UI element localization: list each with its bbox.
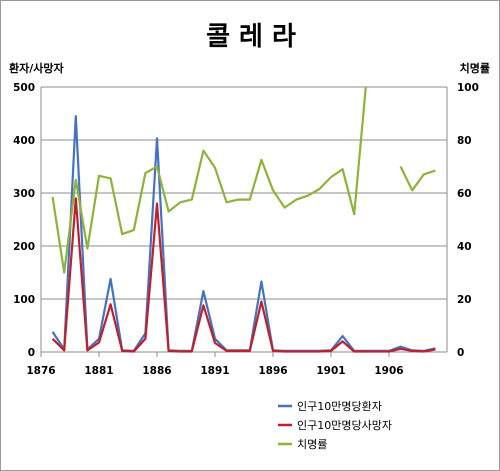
chart-title: 콜 레 라 bbox=[206, 22, 296, 52]
axes bbox=[40, 87, 448, 357]
right-axis-title: 치명률 bbox=[460, 61, 490, 75]
x-tick-label: 1906 bbox=[374, 365, 403, 377]
right-tick-label: 20 bbox=[457, 294, 472, 306]
series-line-3 bbox=[51, 86, 436, 274]
legend-label: 인구10만명당환자 bbox=[297, 400, 382, 413]
series-line-2 bbox=[51, 197, 436, 353]
gridlines bbox=[41, 86, 447, 300]
x-tick-label: 1881 bbox=[84, 365, 113, 377]
x-tick-label: 1901 bbox=[316, 365, 345, 377]
left-tick-label: 500 bbox=[13, 82, 35, 94]
legend-label: 치명률 bbox=[297, 438, 327, 451]
right-tick-label: 60 bbox=[457, 188, 472, 200]
left-tick-label: 200 bbox=[13, 241, 35, 253]
right-tick-label: 80 bbox=[457, 135, 472, 147]
x-tick-label: 1896 bbox=[258, 365, 287, 377]
legend-label: 인구10만명당사망자 bbox=[297, 419, 392, 432]
left-tick-label: 100 bbox=[13, 294, 35, 306]
tick-labels: 0 100 200 300 400 500 0 20 40 60 80 100 1876 1881 1886… bbox=[13, 82, 479, 377]
right-tick-label: 100 bbox=[457, 82, 479, 94]
left-tick-label: 400 bbox=[13, 135, 35, 147]
right-tick-label: 40 bbox=[457, 241, 472, 253]
series-lines bbox=[51, 86, 436, 353]
right-tick-label: 0 bbox=[457, 347, 464, 359]
x-tick-label: 1876 bbox=[26, 365, 55, 377]
left-tick-label: 300 bbox=[13, 188, 35, 200]
left-tick-label: 0 bbox=[28, 347, 35, 359]
left-axis-title: 환자/사망자 bbox=[9, 61, 64, 75]
x-tick-label: 1886 bbox=[142, 365, 171, 377]
series-line-1 bbox=[51, 115, 436, 352]
x-tick-label: 1891 bbox=[200, 365, 229, 377]
